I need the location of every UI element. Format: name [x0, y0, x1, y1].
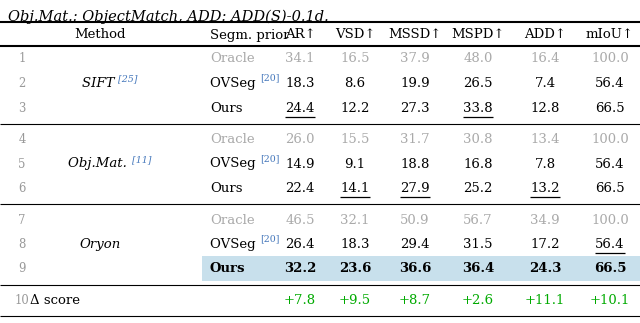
Text: Oryon: Oryon	[79, 238, 120, 251]
Text: 7.8: 7.8	[534, 158, 556, 171]
Text: +8.7: +8.7	[399, 294, 431, 307]
Text: 56.7: 56.7	[463, 214, 493, 226]
Text: 1: 1	[19, 53, 26, 66]
Text: 34.1: 34.1	[285, 53, 315, 66]
Text: 7: 7	[19, 214, 26, 226]
Text: 16.4: 16.4	[531, 53, 560, 66]
Text: 100.0: 100.0	[591, 133, 629, 146]
Text: MSSD↑: MSSD↑	[388, 28, 442, 41]
Text: Oracle: Oracle	[210, 53, 255, 66]
Text: [20]: [20]	[260, 154, 280, 163]
Text: mIoU↑: mIoU↑	[586, 28, 634, 41]
Text: 36.6: 36.6	[399, 263, 431, 276]
Text: 26.5: 26.5	[463, 77, 493, 90]
Text: 100.0: 100.0	[591, 53, 629, 66]
Text: 25.2: 25.2	[463, 182, 493, 195]
Text: 66.5: 66.5	[595, 182, 625, 195]
Text: Oracle: Oracle	[210, 133, 255, 146]
Text: VSD↑: VSD↑	[335, 28, 375, 41]
Text: SIFT: SIFT	[82, 77, 118, 90]
Text: 9: 9	[19, 263, 26, 276]
Text: [20]: [20]	[260, 74, 280, 83]
Text: 2: 2	[19, 77, 26, 90]
Text: 24.3: 24.3	[529, 263, 561, 276]
Text: 56.4: 56.4	[595, 77, 625, 90]
Text: OVSeg: OVSeg	[210, 77, 260, 90]
Text: OVSeg: OVSeg	[210, 238, 260, 251]
Text: 26.4: 26.4	[285, 238, 315, 251]
Text: Ours: Ours	[210, 101, 243, 114]
Text: 16.8: 16.8	[463, 158, 493, 171]
Text: 56.4: 56.4	[595, 158, 625, 171]
Text: 100.0: 100.0	[591, 214, 629, 226]
Text: 3: 3	[19, 101, 26, 114]
Text: 32.2: 32.2	[284, 263, 316, 276]
Text: 36.4: 36.4	[462, 263, 494, 276]
Text: 34.9: 34.9	[530, 214, 560, 226]
Text: 56.4: 56.4	[595, 238, 625, 251]
Text: 16.5: 16.5	[340, 53, 370, 66]
Text: 13.2: 13.2	[531, 182, 560, 195]
Text: +9.5: +9.5	[339, 294, 371, 307]
Text: 26.0: 26.0	[285, 133, 315, 146]
Text: MSPD↑: MSPD↑	[451, 28, 505, 41]
Text: 15.5: 15.5	[340, 133, 370, 146]
Text: 66.5: 66.5	[595, 101, 625, 114]
Text: 17.2: 17.2	[531, 238, 560, 251]
Text: OVSeg: OVSeg	[210, 158, 260, 171]
Text: 5: 5	[19, 158, 26, 171]
Text: 13.4: 13.4	[531, 133, 560, 146]
Text: 24.4: 24.4	[285, 101, 315, 114]
Text: 50.9: 50.9	[400, 214, 429, 226]
Text: 6: 6	[19, 182, 26, 195]
Text: 23.6: 23.6	[339, 263, 371, 276]
Text: Obj.Mat.: ObjectMatch, ADD: ADD(S)-0.1d.: Obj.Mat.: ObjectMatch, ADD: ADD(S)-0.1d.	[8, 10, 329, 25]
Text: Segm. prior: Segm. prior	[210, 28, 289, 41]
Text: Ours: Ours	[210, 263, 246, 276]
Text: 8: 8	[19, 238, 26, 251]
Text: 27.3: 27.3	[400, 101, 430, 114]
Text: 4: 4	[19, 133, 26, 146]
Text: [25]: [25]	[118, 75, 138, 84]
Text: 27.9: 27.9	[400, 182, 430, 195]
Text: Oracle: Oracle	[210, 214, 255, 226]
Text: 66.5: 66.5	[594, 263, 627, 276]
Text: 33.8: 33.8	[463, 101, 493, 114]
Text: [20]: [20]	[260, 234, 280, 244]
Text: +10.1: +10.1	[590, 294, 630, 307]
Text: Obj.Mat.: Obj.Mat.	[68, 158, 132, 171]
Text: +2.6: +2.6	[462, 294, 494, 307]
Text: [11]: [11]	[132, 155, 151, 164]
Text: 29.4: 29.4	[400, 238, 429, 251]
Text: 31.7: 31.7	[400, 133, 430, 146]
Text: 19.9: 19.9	[400, 77, 430, 90]
Text: 12.2: 12.2	[340, 101, 370, 114]
Text: 8.6: 8.6	[344, 77, 365, 90]
Text: 18.3: 18.3	[285, 77, 315, 90]
Text: 12.8: 12.8	[531, 101, 560, 114]
Text: ADD↑: ADD↑	[524, 28, 566, 41]
Text: +11.1: +11.1	[525, 294, 565, 307]
Text: 48.0: 48.0	[463, 53, 493, 66]
Text: 32.1: 32.1	[340, 214, 370, 226]
Text: 7.4: 7.4	[534, 77, 556, 90]
Text: 14.9: 14.9	[285, 158, 315, 171]
Text: 22.4: 22.4	[285, 182, 315, 195]
Text: 37.9: 37.9	[400, 53, 430, 66]
Text: 10: 10	[15, 294, 29, 307]
Bar	[202, 256, 640, 281]
Text: Δ score: Δ score	[30, 294, 80, 307]
Text: Method: Method	[74, 28, 125, 41]
Text: Ours: Ours	[210, 182, 243, 195]
Text: 14.1: 14.1	[340, 182, 370, 195]
Text: 18.3: 18.3	[340, 238, 370, 251]
Text: 9.1: 9.1	[344, 158, 365, 171]
Text: 31.5: 31.5	[463, 238, 493, 251]
Text: 18.8: 18.8	[400, 158, 429, 171]
Text: +7.8: +7.8	[284, 294, 316, 307]
Text: 46.5: 46.5	[285, 214, 315, 226]
Text: 30.8: 30.8	[463, 133, 493, 146]
Text: AR↑: AR↑	[285, 28, 316, 41]
